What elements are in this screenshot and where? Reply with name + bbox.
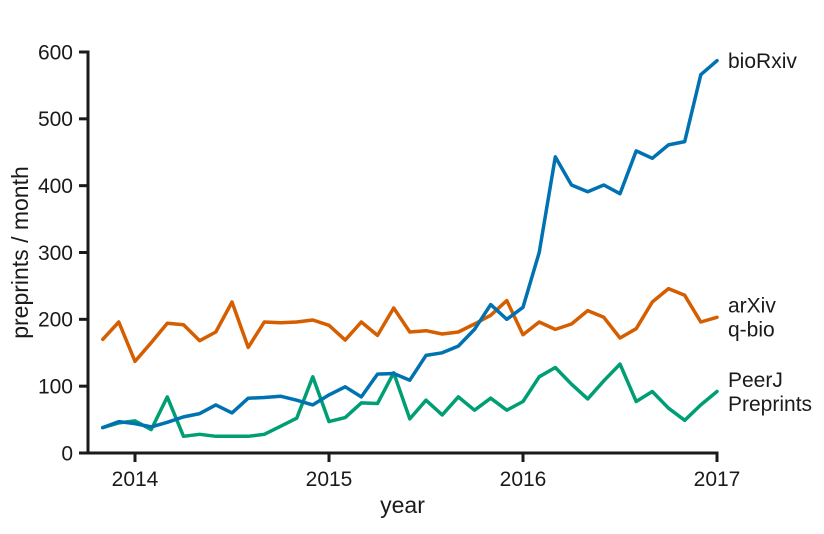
x-tick-label: 2015 bbox=[306, 468, 353, 491]
tick-labels: 0 100 200 300 400 500 600 2014 2015 2016 2017 bbox=[38, 41, 740, 491]
series-label-peerj-preprints: Preprints bbox=[728, 393, 812, 416]
series-label-arxiv-q-bio: q-bio bbox=[728, 319, 775, 342]
x-tick-label: 2016 bbox=[500, 468, 547, 491]
x-tick-label: 2014 bbox=[112, 468, 159, 491]
y-tick-label: 0 bbox=[61, 442, 73, 465]
y-tick-label: 500 bbox=[38, 108, 73, 131]
y-tick-label: 200 bbox=[38, 309, 73, 332]
y-axis-title: preprints / month bbox=[7, 166, 33, 339]
y-tick-label: 600 bbox=[38, 41, 73, 64]
y-tick-label: 300 bbox=[38, 242, 73, 265]
series-label-peerj-preprints: PeerJ bbox=[728, 369, 783, 392]
x-axis-title: year bbox=[380, 492, 425, 518]
y-tick-label: 100 bbox=[38, 376, 73, 399]
y-tick-label: 400 bbox=[38, 175, 73, 198]
tick-marks bbox=[79, 50, 719, 462]
line-biorxiv bbox=[100, 58, 719, 430]
line-arxiv-q-bio bbox=[100, 286, 719, 364]
x-tick-label: 2017 bbox=[694, 468, 741, 491]
line-peerj-preprints bbox=[100, 362, 719, 439]
data-lines bbox=[100, 58, 719, 439]
series-label-biorxiv: bioRxiv bbox=[728, 50, 797, 73]
series-label-arxiv-q-bio: arXiv bbox=[728, 295, 776, 318]
